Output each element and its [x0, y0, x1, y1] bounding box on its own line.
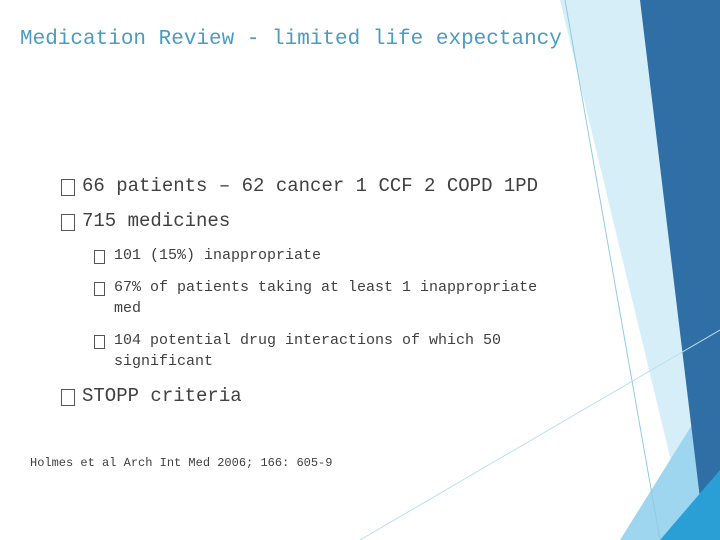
- bullet-box: [61, 179, 75, 196]
- deco-dark: [640, 0, 720, 540]
- sub-bullet: 67% of patients taking at least 1 inappr…: [114, 279, 538, 317]
- sub-bullet-box: [94, 282, 105, 296]
- bullet-box: [61, 389, 75, 406]
- sub-bullet: 101 (15%) inappropriate: [114, 247, 322, 264]
- deco-accent: [660, 470, 720, 540]
- title: Medication Review - limited life expecta…: [20, 28, 562, 51]
- deco-line: [359, 329, 720, 540]
- sub-bullet-box: [94, 335, 105, 349]
- footnote: Holmes et al Arch Int Med 2006; 166: 605…: [30, 456, 333, 470]
- bullet: STOPP criteria: [82, 385, 242, 407]
- bullet-box: [61, 214, 75, 231]
- bullet: 715 medicines: [82, 210, 231, 232]
- bullet: 66 patients – 62 cancer 1 CCF 2 COPD 1PD: [82, 175, 539, 197]
- sub-bullet-box: [94, 250, 105, 264]
- sub-bullet: 104 potential drug interactions of which…: [114, 332, 502, 370]
- deco-line: [564, 0, 661, 540]
